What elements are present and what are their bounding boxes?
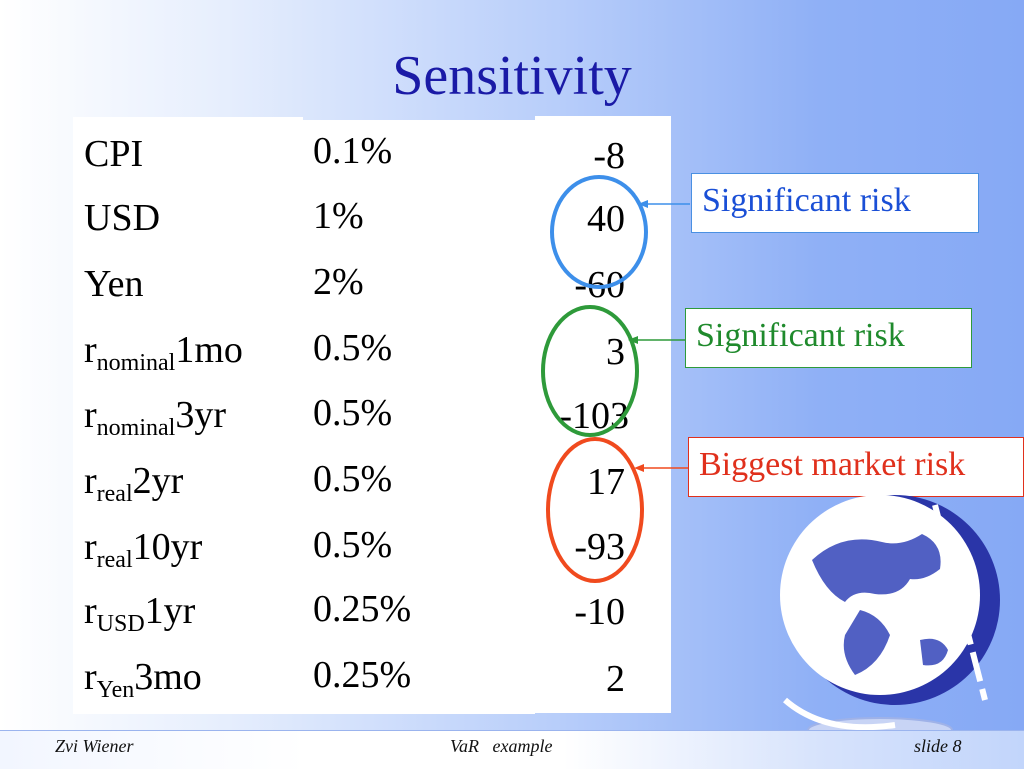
globe-icon — [780, 495, 1000, 743]
row-label-rusd-1yr: rUSD1yr — [84, 590, 196, 637]
row-label-rreal-10yr: rreal10yr — [84, 526, 203, 573]
slide-title: Sensitivity — [392, 45, 632, 107]
row-change: 0.25% — [313, 588, 412, 630]
row-label-ryen-3mo: rYen3mo — [84, 656, 202, 703]
row-label-yen: Yen — [84, 263, 144, 305]
risk-ring-green — [541, 305, 639, 437]
row-value: 2 — [606, 658, 625, 700]
row-label-usd: USD — [84, 197, 161, 239]
row-change: 0.5% — [313, 524, 393, 566]
row-value: 40 — [587, 198, 625, 240]
row-value: -93 — [574, 526, 625, 568]
risk-ring-blue — [550, 175, 648, 289]
row-label-rnominal-1mo: rnominal1mo — [84, 329, 243, 376]
footer-slide-number: slide 8 — [914, 736, 962, 756]
row-change: 2% — [313, 261, 364, 303]
footer-bar — [0, 730, 1024, 769]
row-change: 0.1% — [313, 130, 393, 172]
row-change: 0.25% — [313, 654, 412, 696]
row-change: 0.5% — [313, 392, 393, 434]
row-change: 0.5% — [313, 327, 393, 369]
row-change: 1% — [313, 195, 364, 237]
row-label-cpi: CPI — [84, 133, 144, 175]
row-value: -8 — [593, 135, 625, 177]
footer-author: Zvi Wiener — [55, 736, 134, 756]
footer-topic: VaR example — [450, 736, 553, 756]
row-change: 0.5% — [313, 458, 393, 500]
callout-biggest-market-risk: Biggest market risk — [688, 437, 1024, 497]
risk-ring-red — [546, 437, 644, 583]
row-label-rnominal-3yr: rnominal3yr — [84, 394, 226, 441]
row-value: -10 — [574, 591, 625, 633]
table-panel-labels — [73, 117, 303, 714]
row-label-rreal-2yr: rreal2yr — [84, 460, 184, 507]
table-panel-changes — [303, 120, 535, 714]
callout-significant-risk-1: Significant risk — [691, 173, 979, 233]
row-value: 3 — [606, 331, 625, 373]
row-value: 17 — [587, 461, 625, 503]
callout-significant-risk-2: Significant risk — [685, 308, 972, 368]
